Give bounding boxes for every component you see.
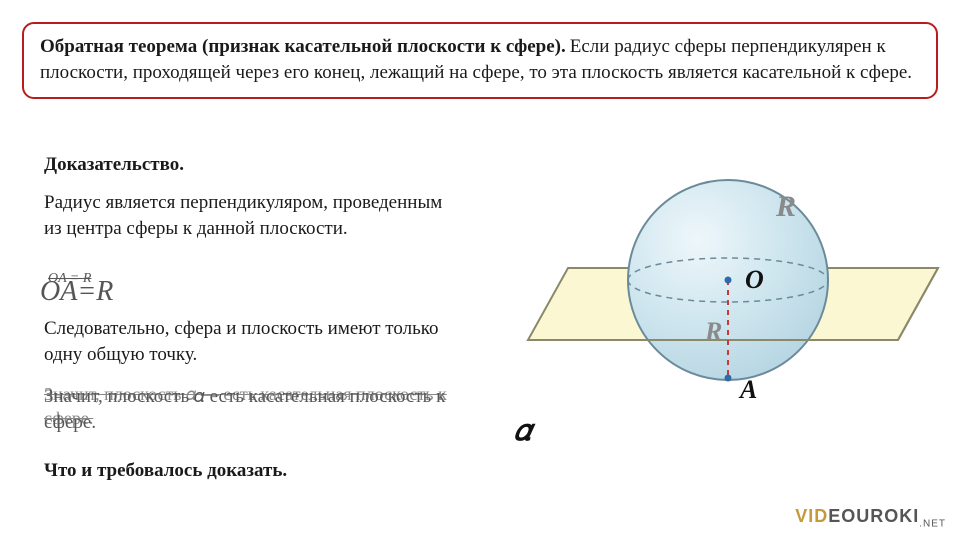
sphere-plane-diagram: R O R A 𝛼 <box>468 160 940 470</box>
proof-heading: Доказательство. <box>44 154 184 176</box>
label-O: O <box>745 265 764 294</box>
label-R-top: R <box>775 190 796 223</box>
theorem-title: Обратная теорема (признак касательной пл… <box>40 36 566 57</box>
logo-part2: EOUROKI <box>828 506 919 526</box>
logo-suffix: .NET <box>919 519 946 530</box>
label-R-mid: R <box>704 317 722 346</box>
proof-qed: Что и требовалось доказать. <box>44 460 287 482</box>
label-alpha: 𝛼 <box>514 414 536 447</box>
formula-main: OA=R <box>40 276 113 308</box>
proof-paragraph-3: Значит, плоскость 𝛼 есть касательная пло… <box>44 384 464 435</box>
proof-paragraph-1: Радиус является перпендикуляром, проведе… <box>44 190 444 241</box>
label-A: A <box>738 375 757 404</box>
theorem-box: Обратная теорема (признак касательной пл… <box>22 22 938 99</box>
proof-paragraph-2: Следовательно, сфера и плоскость имеют т… <box>44 316 464 367</box>
logo-part1: VID <box>795 506 828 526</box>
videouroki-logo: VIDEOUROKI.NET <box>795 506 946 530</box>
